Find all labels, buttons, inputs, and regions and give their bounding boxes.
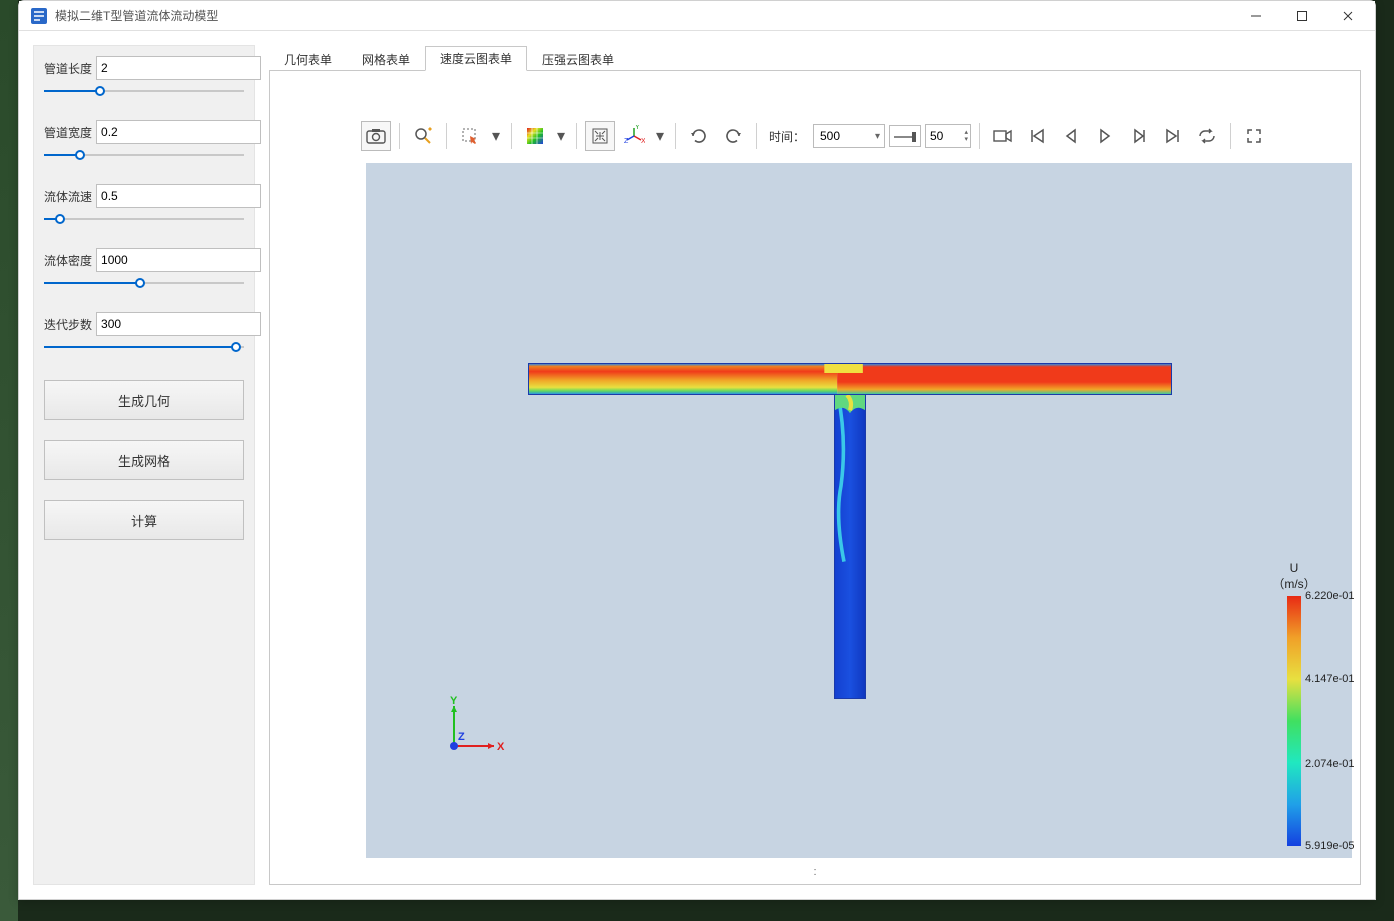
maximize-button[interactable] <box>1279 1 1325 31</box>
param-label: 管道宽度 <box>44 124 92 141</box>
loop-icon[interactable] <box>1192 121 1222 151</box>
step-spinner[interactable]: 50 <box>925 124 971 148</box>
last-frame-icon[interactable] <box>1158 121 1188 151</box>
minimize-button[interactable] <box>1233 1 1279 31</box>
param-input[interactable] <box>96 184 261 208</box>
param-label: 流体流速 <box>44 188 92 205</box>
param-slider[interactable] <box>44 84 244 98</box>
color-legend: U （m/s） 6.220e-014.147e-012.074e-015.919… <box>1254 561 1334 846</box>
rotate-ccw-icon[interactable] <box>718 121 748 151</box>
screenshot-button[interactable] <box>361 121 391 151</box>
rotate-cw-icon[interactable] <box>684 121 714 151</box>
first-frame-icon[interactable] <box>1022 121 1052 151</box>
colormap-dropdown-icon[interactable]: ▾ <box>554 121 568 151</box>
param-slider[interactable] <box>44 276 244 290</box>
play-icon[interactable] <box>1090 121 1120 151</box>
compute-button[interactable]: 计算 <box>44 500 244 540</box>
select-dropdown-icon[interactable]: ▾ <box>489 121 503 151</box>
param-1: 管道宽度 <box>44 120 244 162</box>
close-button[interactable] <box>1325 1 1371 31</box>
param-slider[interactable] <box>44 340 244 354</box>
select-tool-icon[interactable] <box>455 121 485 151</box>
parameter-panel: 管道长度 管道宽度 流体流速 流体密度 <box>33 45 255 885</box>
tab-bar: 几何表单网格表单速度云图表单压强云图表单 <box>269 45 1361 71</box>
generate-geometry-button[interactable]: 生成几何 <box>44 380 244 420</box>
svg-text:Z: Z <box>624 138 629 145</box>
param-3: 流体密度 <box>44 248 244 290</box>
param-slider[interactable] <box>44 212 244 226</box>
param-input[interactable] <box>96 56 261 80</box>
param-input[interactable] <box>96 248 261 272</box>
svg-text:Z: Z <box>458 731 465 743</box>
colormap-icon[interactable] <box>520 121 550 151</box>
legend-tick: 5.919e-05 <box>1305 840 1355 852</box>
svg-text:Y: Y <box>635 125 640 131</box>
legend-tick: 4.147e-01 <box>1305 673 1355 685</box>
zoom-icon[interactable] <box>408 121 438 151</box>
generate-mesh-button[interactable]: 生成网格 <box>44 440 244 480</box>
main-area: 几何表单网格表单速度云图表单压强云图表单 ▾ <box>269 45 1361 885</box>
param-label: 流体密度 <box>44 252 92 269</box>
prev-frame-icon[interactable] <box>1056 121 1086 151</box>
titlebar: 模拟二维T型管道流体流动模型 <box>19 1 1375 31</box>
pipe-vertical <box>834 395 866 699</box>
time-label: 时间： <box>769 128 805 145</box>
param-0: 管道长度 <box>44 56 244 98</box>
pipe-horizontal <box>528 363 1172 395</box>
legend-title: U <box>1254 561 1334 575</box>
next-frame-icon[interactable] <box>1124 121 1154 151</box>
legend-tick: 2.074e-01 <box>1305 758 1355 770</box>
time-slider[interactable] <box>889 125 921 147</box>
main-window: 模拟二维T型管道流体流动模型 管道长度 管道宽度 <box>18 0 1376 900</box>
param-4: 迭代步数 <box>44 312 244 354</box>
time-combo[interactable]: 500 <box>813 124 885 148</box>
window-title: 模拟二维T型管道流体流动模型 <box>55 7 1233 24</box>
tab-3[interactable]: 压强云图表单 <box>527 46 629 71</box>
tab-1[interactable]: 网格表单 <box>347 46 425 71</box>
fit-view-icon[interactable] <box>585 121 615 151</box>
fullscreen-icon[interactable] <box>1239 121 1269 151</box>
tab-content: ▾ ▾ Y X Z ▾ <box>269 71 1361 885</box>
axis-dropdown-icon[interactable]: ▾ <box>653 121 667 151</box>
param-input[interactable] <box>96 120 261 144</box>
render-viewport[interactable]: X Y Z U （m/s） 6.220e-014.147e-012.074e-0… <box>366 163 1352 858</box>
status-bar: : <box>270 866 1360 884</box>
app-icon <box>29 6 49 26</box>
svg-text:X: X <box>497 741 505 753</box>
param-slider[interactable] <box>44 148 244 162</box>
axis-view-icon[interactable]: Y X Z <box>619 121 649 151</box>
tab-2[interactable]: 速度云图表单 <box>425 46 527 71</box>
param-label: 管道长度 <box>44 60 92 77</box>
visualization-toolbar: ▾ ▾ Y X Z ▾ <box>270 111 1360 161</box>
tab-0[interactable]: 几何表单 <box>269 46 347 71</box>
param-label: 迭代步数 <box>44 316 92 333</box>
axis-triad: X Y Z <box>440 696 510 762</box>
record-icon[interactable] <box>988 121 1018 151</box>
legend-tick: 6.220e-01 <box>1305 590 1355 602</box>
svg-text:Y: Y <box>450 696 458 707</box>
param-input[interactable] <box>96 312 261 336</box>
svg-text:X: X <box>641 138 645 145</box>
param-2: 流体流速 <box>44 184 244 226</box>
